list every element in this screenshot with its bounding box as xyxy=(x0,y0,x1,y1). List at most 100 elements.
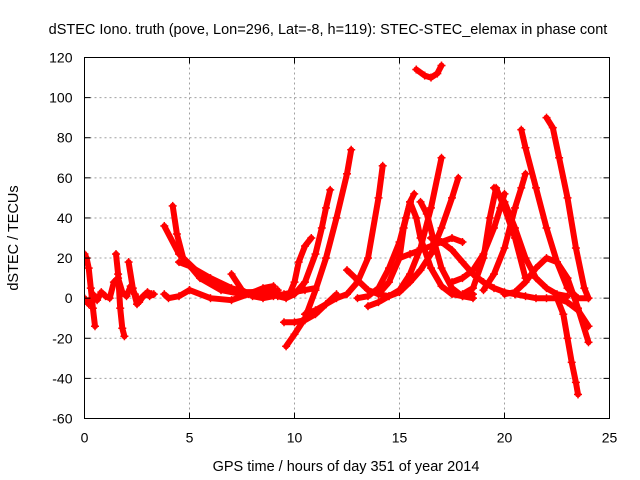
data-point xyxy=(332,213,341,222)
data-point xyxy=(458,238,467,247)
data-point xyxy=(112,250,120,259)
data-point xyxy=(86,284,95,293)
data-point xyxy=(311,286,320,295)
data-point xyxy=(479,254,488,263)
data-point xyxy=(580,284,589,293)
data-point xyxy=(120,332,129,341)
data-point xyxy=(416,246,425,255)
data-point xyxy=(563,274,572,283)
y-tick-label: 80 xyxy=(57,130,73,146)
data-point xyxy=(84,264,93,273)
data-point xyxy=(353,294,362,303)
data-point xyxy=(555,153,564,162)
data-series xyxy=(84,61,593,399)
data-point xyxy=(542,223,551,232)
axes: 0 5 10 15 20 25 -60 -40 -20 0 20 40 60 80 100 120 xyxy=(49,50,617,446)
data-point xyxy=(448,193,456,202)
data-point xyxy=(553,258,561,267)
data-point xyxy=(84,300,93,309)
data-point xyxy=(567,358,576,367)
data-point xyxy=(511,223,519,232)
data-point xyxy=(469,266,477,275)
data-point xyxy=(168,201,177,210)
data-point xyxy=(485,213,494,222)
data-point xyxy=(521,143,530,152)
plot-frame xyxy=(84,57,610,419)
data-point xyxy=(521,292,530,301)
data-point xyxy=(206,294,215,303)
data-point xyxy=(290,290,299,299)
data-point xyxy=(164,294,173,303)
data-point xyxy=(290,278,299,287)
data-point xyxy=(124,258,133,267)
y-tick-label: -60 xyxy=(52,411,72,427)
data-point xyxy=(269,288,278,297)
y-tick-label: 40 xyxy=(57,210,73,226)
data-point xyxy=(133,300,141,309)
data-point xyxy=(385,278,393,287)
data-point xyxy=(521,254,530,263)
data-point xyxy=(374,298,383,307)
data-point xyxy=(427,203,435,212)
y-tick-label: 0 xyxy=(65,290,73,306)
data-point xyxy=(584,294,593,303)
data-point xyxy=(448,246,456,255)
data-point xyxy=(322,254,330,263)
data-point xyxy=(301,286,309,295)
data-point xyxy=(301,310,309,319)
data-point xyxy=(97,288,106,297)
data-point xyxy=(490,270,498,279)
data-point xyxy=(532,274,540,283)
data-point xyxy=(118,324,127,333)
data-point xyxy=(469,284,477,293)
series-line xyxy=(554,295,581,398)
data-point xyxy=(332,294,341,303)
data-point xyxy=(437,264,446,273)
data-point xyxy=(542,284,551,293)
data-point xyxy=(490,183,498,192)
chart-title: dSTEC Iono. truth (pove, Lon=296, Lat=-8… xyxy=(49,22,608,38)
data-point xyxy=(490,223,498,232)
data-point xyxy=(395,288,404,297)
data-point xyxy=(378,161,387,170)
data-point xyxy=(542,294,551,303)
data-point xyxy=(259,284,267,293)
data-point xyxy=(326,185,335,194)
data-point xyxy=(347,145,356,154)
data-point xyxy=(343,266,351,275)
data-point xyxy=(273,292,282,301)
grid xyxy=(84,57,610,419)
data-point xyxy=(101,292,110,301)
data-point xyxy=(317,223,326,232)
data-point xyxy=(422,209,431,218)
data-point xyxy=(458,290,467,299)
data-point xyxy=(406,278,414,287)
data-point xyxy=(563,298,572,307)
data-point xyxy=(416,197,425,206)
data-point xyxy=(511,290,519,299)
data-point xyxy=(574,304,582,313)
data-point xyxy=(311,250,320,259)
y-tick-label: 60 xyxy=(57,170,73,186)
data-point xyxy=(437,223,446,232)
data-point xyxy=(343,169,351,178)
data-point xyxy=(542,254,551,263)
series-line xyxy=(554,259,592,346)
data-point xyxy=(559,310,568,319)
data-point xyxy=(307,234,316,242)
data-point xyxy=(353,276,362,285)
data-point xyxy=(412,213,421,222)
series-line xyxy=(365,174,462,310)
series-line xyxy=(459,184,529,298)
data-point xyxy=(521,278,530,287)
data-point xyxy=(227,296,236,305)
data-point xyxy=(137,294,146,303)
data-point xyxy=(532,183,540,192)
series-line xyxy=(84,251,98,330)
data-point xyxy=(282,294,291,303)
data-point xyxy=(517,125,526,134)
data-point xyxy=(553,294,561,303)
data-point xyxy=(385,264,393,273)
data-point xyxy=(374,193,383,202)
